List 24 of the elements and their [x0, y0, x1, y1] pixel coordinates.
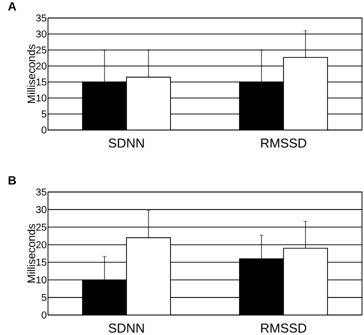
y-axis-title: Milliseconds — [27, 224, 36, 282]
y-tick-label: 20 — [36, 241, 46, 248]
y-tick-label: 30 — [36, 206, 46, 214]
y-tick-label: 10 — [36, 94, 46, 102]
y-tick-label: 10 — [36, 276, 46, 284]
y-tick-label: 5 — [42, 294, 46, 301]
y-tick-label: 0 — [42, 126, 46, 134]
y-tick-label: 0 — [42, 311, 46, 319]
y-tick-label: 35 — [36, 188, 46, 196]
y-tick-label: 35 — [36, 14, 46, 22]
x-tick-label: RMSSD — [261, 138, 306, 148]
x-tick-label: SDNN — [108, 324, 144, 333]
x-tick-label: RMSSD — [261, 324, 306, 333]
y-tick-label: 15 — [36, 78, 46, 86]
y-tick-label: 25 — [36, 46, 46, 54]
y-tick-label: 15 — [36, 258, 46, 266]
y-axis-title: Milliseconds — [27, 44, 36, 103]
chart-title: A — [8, 2, 16, 10]
y-tick-label: 25 — [36, 224, 46, 231]
x-tick-label: SDNN — [108, 138, 144, 148]
y-tick-label: 30 — [36, 30, 46, 38]
chart-title: B — [8, 176, 16, 185]
y-tick-label: 20 — [36, 62, 46, 70]
y-tick-label: 5 — [42, 110, 46, 118]
